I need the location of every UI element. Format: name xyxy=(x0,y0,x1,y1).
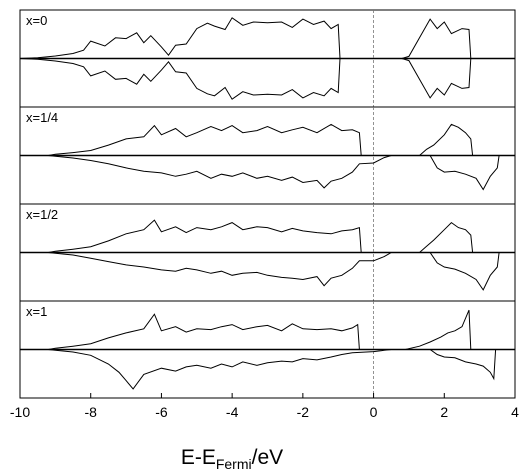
dos-series-up xyxy=(48,219,474,253)
panel-label: x=1 xyxy=(26,304,47,319)
x-tick-label: 4 xyxy=(511,404,519,420)
x-axis-title-subscript: Fermi xyxy=(216,456,252,472)
panel-4: x=1 xyxy=(19,300,516,399)
x-axis: -10 -8 -6 -4 -2 0 2 4 xyxy=(10,393,519,420)
x-tick-label: -10 xyxy=(10,404,30,420)
x-axis-title: E-EFermi/eV xyxy=(181,446,283,472)
x-axis-title-suffix: /eV xyxy=(252,446,284,469)
dos-series-up xyxy=(19,17,472,59)
panel-3: x=1/2 xyxy=(19,203,516,302)
panels: x=0 x=1/4 x=1/2 x=1 xyxy=(19,9,516,399)
x-tick-label: -6 xyxy=(155,404,168,420)
dos-series-up xyxy=(48,309,472,350)
x-axis-title-main: E-E xyxy=(181,446,216,469)
panel-label: x=0 xyxy=(26,13,47,28)
dos-series-down xyxy=(48,349,497,390)
panel-1: x=0 xyxy=(19,9,516,108)
panel-2: x=1/4 xyxy=(19,106,516,205)
dos-series-up xyxy=(48,123,474,156)
x-tick-label: 2 xyxy=(440,404,448,420)
dos-series-down xyxy=(48,252,500,291)
x-tick-label: -2 xyxy=(297,404,310,420)
dos-series-down xyxy=(48,155,500,191)
x-tick-label: 0 xyxy=(370,404,378,420)
x-tick-label: -4 xyxy=(226,404,239,420)
panel-label: x=1/2 xyxy=(26,207,58,222)
dos-series-down xyxy=(19,58,472,100)
x-tick-label: -8 xyxy=(84,404,97,420)
panel-label: x=1/4 xyxy=(26,110,58,125)
